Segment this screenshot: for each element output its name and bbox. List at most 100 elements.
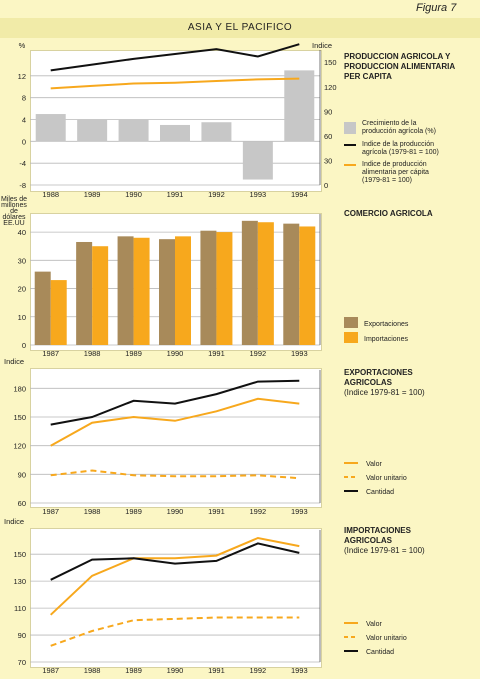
exports-chart-xtick-label: 1993 xyxy=(291,507,308,516)
header-bar xyxy=(0,18,480,38)
production-chart-xtick-label: 1994 xyxy=(291,190,308,199)
exports-chart-valor-line xyxy=(50,397,300,447)
growth-bar xyxy=(77,119,108,142)
exports-bar xyxy=(159,239,175,345)
imports-chart-cantidad-line xyxy=(50,542,300,581)
exports-chart-legend-label: Valor xyxy=(366,461,382,468)
legend-label-production-index: Indice de la producción xyxy=(362,141,434,148)
imports-chart-ytick-label: 70 xyxy=(18,658,26,667)
figure-label: Figura 7 xyxy=(416,2,457,14)
exports-bar xyxy=(241,220,258,345)
production-chart-xtick-label: 1993 xyxy=(250,190,267,199)
exports-bar xyxy=(34,271,51,345)
legend-label-food-per-capita: Indice de producción xyxy=(362,161,427,168)
production-chart-xtick-label: 1990 xyxy=(125,190,142,199)
imports-chart-left-axis-label: Indice xyxy=(4,517,24,526)
production-chart-title: PRODUCCION AGRICOLA Y xyxy=(344,52,451,61)
imports-chart-xtick-label: 1992 xyxy=(250,666,267,675)
legend-label-growth: producción agrícola (%) xyxy=(362,128,436,135)
production-chart-right-tick-label: 120 xyxy=(324,83,337,92)
imports-chart-xtick-label: 1987 xyxy=(42,666,59,675)
exports-chart-legend-label: Cantidad xyxy=(366,489,394,496)
imports-chart-xtick-label: 1993 xyxy=(291,666,308,675)
trade-chart-ytick-label: 30 xyxy=(18,256,26,265)
imports-chart-ytick-label: 150 xyxy=(13,550,26,559)
trade-chart-left-axis-label: Miles de xyxy=(1,196,27,203)
growth-bar xyxy=(160,124,190,142)
legend-label-imports: Importaciones xyxy=(364,336,408,343)
exports-bar xyxy=(117,236,134,345)
exports-chart-ytick-label: 150 xyxy=(13,413,26,422)
production-chart-xtick-label: 1989 xyxy=(84,190,101,199)
trade-chart-xtick-label: 1988 xyxy=(84,349,101,358)
exports-chart-cantidad-line xyxy=(50,379,300,426)
production-chart-right-axis-label: Indice xyxy=(312,41,332,50)
trade-chart-ytick-label: 0 xyxy=(22,341,26,350)
imports-chart-ytick-label: 130 xyxy=(13,577,26,586)
imports-chart-ytick-label: 110 xyxy=(14,604,26,613)
imports-bar xyxy=(175,236,191,345)
production-chart-right-tick-label: 60 xyxy=(324,132,332,141)
imports-chart-legend-label: Cantidad xyxy=(366,649,394,656)
imports-chart-valor-line xyxy=(50,536,300,616)
exports-chart-xtick-label: 1988 xyxy=(84,507,101,516)
trade-chart-ytick-label: 10 xyxy=(18,313,26,322)
legend-label-production-index: agrícola (1979-81 = 100) xyxy=(362,149,439,156)
production-chart-ytick-label: -4 xyxy=(19,159,26,168)
trade-chart-xtick-label: 1991 xyxy=(208,349,225,358)
imports-chart-xtick-label: 1988 xyxy=(84,666,101,675)
exports-chart-ytick-label: 120 xyxy=(13,442,26,451)
production-chart-title: PRODUCCION ALIMENTARIA xyxy=(344,62,455,71)
production-chart-right-tick-label: 150 xyxy=(324,58,337,67)
exports-chart-ytick-label: 90 xyxy=(18,470,26,479)
trade-chart-xtick-label: 1987 xyxy=(42,349,59,358)
imports-bar xyxy=(50,280,67,345)
production-chart-left-axis-label: % xyxy=(19,41,26,50)
production-index-line xyxy=(50,43,300,72)
exports-chart-xtick-label: 1987 xyxy=(42,507,59,516)
production-chart-right-tick-label: 0 xyxy=(324,181,328,190)
imports-bar xyxy=(92,246,109,345)
production-chart-ytick-label: 4 xyxy=(22,116,26,125)
trade-chart-xtick-label: 1992 xyxy=(250,349,267,358)
production-chart-ytick-label: 12 xyxy=(18,72,26,81)
growth-bar xyxy=(118,119,149,142)
imports-bar xyxy=(257,222,274,345)
exports-chart-title: AGRICOLAS xyxy=(344,378,393,387)
exports-chart-xtick-label: 1990 xyxy=(167,507,184,516)
exports-chart-ytick-label: 180 xyxy=(13,384,26,393)
trade-chart-left-axis-label: EE.UU xyxy=(3,220,24,227)
imports-chart-title: AGRICOLAS xyxy=(344,536,393,545)
exports-chart-xtick-label: 1992 xyxy=(250,507,267,516)
production-chart-ytick-label: 8 xyxy=(22,94,26,103)
legend-label-exports: Exportaciones xyxy=(364,321,409,328)
exports-bar xyxy=(76,241,93,345)
trade-chart-xtick-label: 1989 xyxy=(125,349,142,358)
exports-bar xyxy=(200,230,217,345)
trade-chart-left-axis-label: de xyxy=(10,208,18,215)
exports-bar xyxy=(283,223,300,345)
trade-chart-ytick-label: 20 xyxy=(18,285,26,294)
production-chart-xtick-label: 1992 xyxy=(208,190,225,199)
imports-bar xyxy=(216,232,233,345)
production-chart-xtick-label: 1988 xyxy=(42,190,59,199)
growth-bar xyxy=(201,122,232,142)
trade-chart-left-axis-label: dólares xyxy=(3,214,26,221)
food-per-capita-line xyxy=(50,77,300,90)
exports-chart-legend-label: Valor unitario xyxy=(366,475,407,482)
imports-chart-title: IMPORTACIONES xyxy=(344,526,412,535)
imports-chart-ytick-label: 90 xyxy=(18,631,26,640)
imports-bar xyxy=(133,237,150,345)
imports-chart-xtick-label: 1990 xyxy=(167,666,184,675)
panel-imports xyxy=(30,528,322,668)
exports-chart-valor-unitario-line xyxy=(50,469,300,480)
imports-chart-legend-label: Valor xyxy=(366,621,382,628)
exports-chart-xtick-label: 1989 xyxy=(125,507,142,516)
legend-swatch-growth xyxy=(344,122,356,134)
legend-label-growth: Crecimiento de la xyxy=(362,120,417,127)
imports-chart-subtitle: (Indice 1979-81 = 100) xyxy=(344,546,425,555)
trade-chart-title: COMERCIO AGRICOLA xyxy=(344,209,433,218)
production-chart-right-tick-label: 30 xyxy=(324,156,332,165)
growth-bar xyxy=(35,114,66,142)
legend-swatch-imports xyxy=(344,332,358,343)
